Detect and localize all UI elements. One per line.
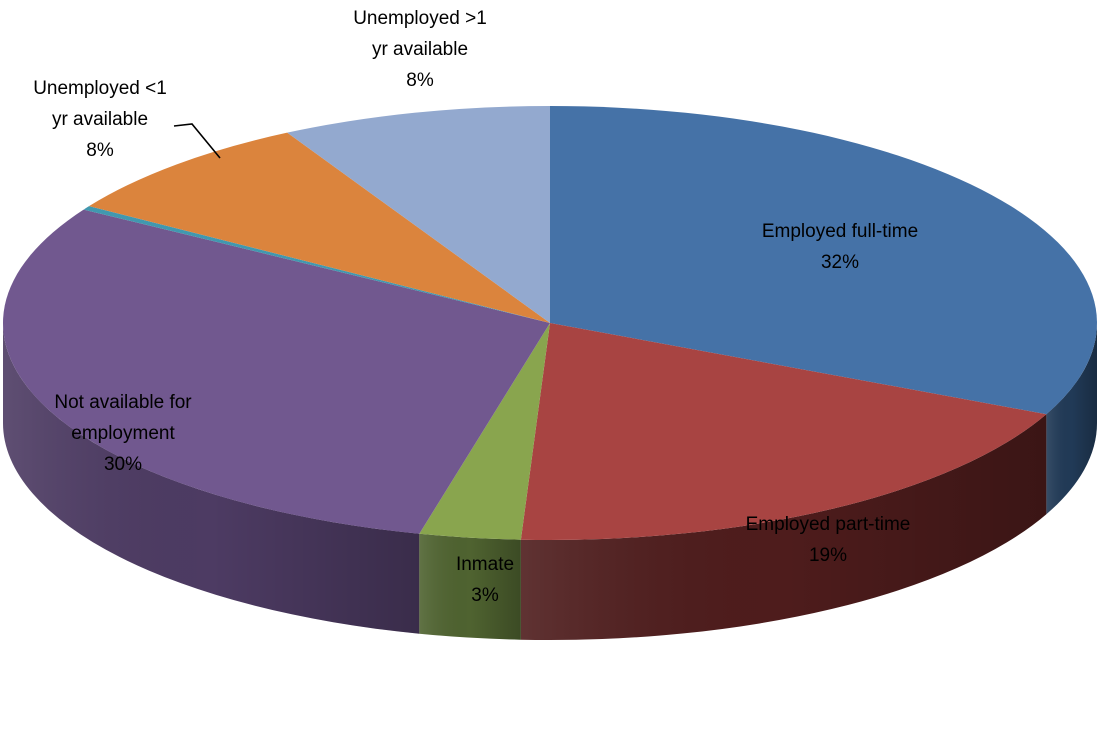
pie-leader-line-unemployed-1-yr-available (173, 123, 221, 159)
pie-side-inmate-shade (419, 533, 521, 640)
pie-slice-inmate (419, 323, 550, 540)
pie-label-unemployed-1-yr-available-line-1: Unemployed >1 (353, 8, 487, 29)
pie-label-unemployed-1-yr-available-line-1: Unemployed <1 (33, 78, 167, 99)
pie-label-inmate-line-1: Inmate (456, 554, 514, 575)
pie-label-employed-full-time-line-1: Employed full-time (762, 221, 918, 242)
pie-value-unemployed-1-yr-available: 8% (86, 140, 114, 161)
pie-label-not-available-for-employment-line-1: Not available for (54, 392, 192, 413)
pie-side-employed-full-time-shade (1046, 323, 1097, 515)
pie-value-unemployed-1-yr-available: 8% (406, 70, 434, 91)
pie-sides (3, 323, 1097, 640)
pie-slice-employed-part-time (520, 323, 1047, 540)
pie-slice-small (83, 206, 551, 323)
pie-label-employed-part-time-line-1: Employed part-time (746, 514, 911, 535)
pie-label-not-available-for-employment-line-2: employment (71, 423, 175, 444)
pie-value-employed-part-time: 19% (809, 545, 847, 566)
pie-label-unemployed-1-yr-available-line-2: yr available (52, 109, 148, 130)
pie-tops (2, 106, 1097, 540)
pie-side-employed-part-time-shade (520, 414, 1047, 640)
pie-labels: Employed full-time 32% Employed part-time 1… (33, 8, 918, 606)
pie-side-not-available-for-employment-shade (3, 323, 420, 634)
pie-slice-employed-full-time (550, 106, 1097, 415)
pie-slice-unemployed-1-yr-available (287, 106, 550, 323)
pie-value-employed-full-time: 32% (821, 252, 859, 273)
pie-value-inmate: 3% (471, 585, 499, 606)
pie-slice-unemployed-1-yr-available (89, 132, 551, 323)
pie-leader-lines (173, 123, 221, 159)
pie-slice-not-available-for-employment (2, 209, 551, 534)
pie-value-not-available-for-employment: 30% (104, 454, 142, 475)
pie-label-unemployed-1-yr-available-line-2: yr available (372, 39, 468, 60)
